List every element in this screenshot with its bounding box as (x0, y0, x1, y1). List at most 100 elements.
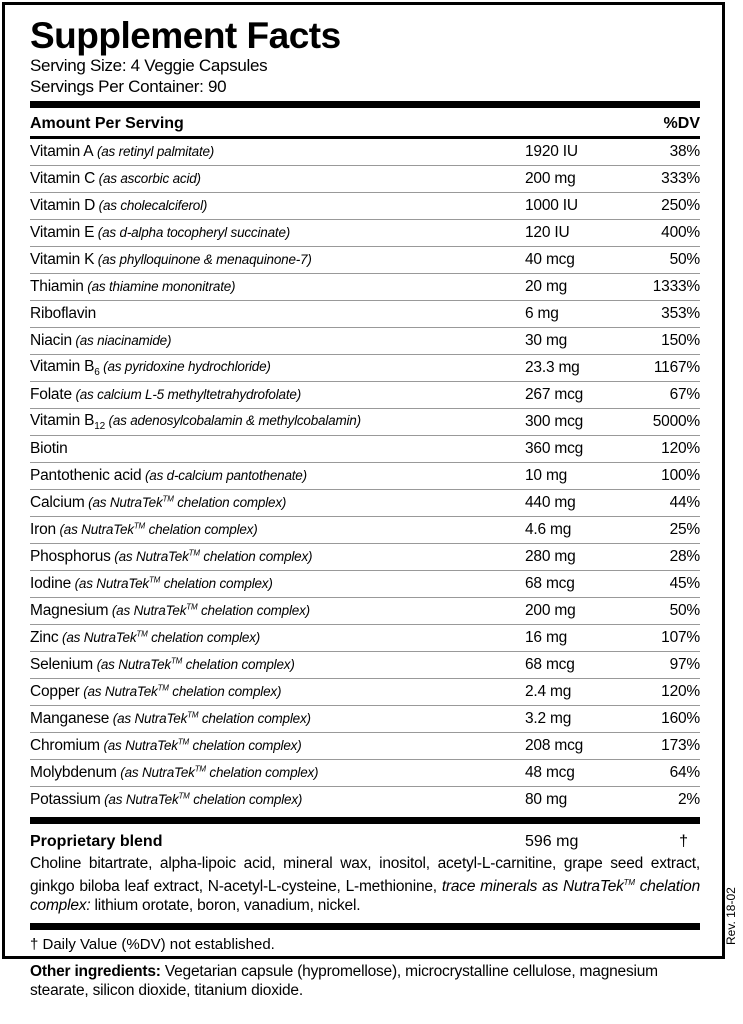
name-text: Potassium (30, 791, 101, 808)
nutrient-source: (as NutraTekTM chelation complex) (71, 575, 273, 592)
name-text: Iron (30, 521, 56, 538)
nutrient-dv: 150% (661, 332, 700, 349)
nutrient-name: Vitamin B12 (as adenosylcobalamin & meth… (30, 412, 525, 432)
nutrient-amount: 280 mg (525, 548, 576, 565)
name-text: Thiamin (30, 278, 84, 295)
name-subscript: 6 (94, 367, 100, 379)
nutrient-amount: 23.3 mg (525, 359, 580, 376)
other-ingredients-label: Other ingredients: (30, 963, 161, 980)
name-text: Phosphorus (30, 548, 111, 565)
trademark: TM (194, 764, 206, 774)
source-text: (as ascorbic acid) (95, 171, 201, 186)
source-text: (as thiamine mononitrate) (83, 279, 236, 294)
nutrient-name: Magnesium (as NutraTekTM chelation compl… (30, 602, 525, 620)
nutrient-row: Copper (as NutraTekTM chelation complex)… (30, 679, 700, 706)
nutrient-amount: 16 mg (525, 629, 568, 646)
nutrient-name: Vitamin D (as cholecalciferol) (30, 197, 525, 215)
source-text-post: chelation complex) (168, 684, 282, 699)
trademark: TM (148, 575, 161, 585)
nutrient-name: Vitamin B6 (as pyridoxine hydrochloride) (30, 358, 525, 378)
nutrient-amount: 1920 IU (525, 143, 578, 160)
nutrient-source: (as pyridoxine hydrochloride) (100, 359, 271, 374)
name-text: Vitamin A (30, 143, 94, 160)
source-text-post: chelation complex) (182, 657, 295, 672)
nutrient-source: (as NutraTekTM chelation complex) (101, 792, 302, 808)
nutrient-amount: 40 mcg (525, 251, 575, 268)
nutrient-row: Selenium (as NutraTekTM chelation comple… (30, 652, 700, 679)
nutrient-source: (as calcium L-5 methyltetrahydrofolate) (72, 387, 301, 402)
nutrient-source: (as thiamine mononitrate) (83, 279, 236, 294)
source-text: (as NutraTek (99, 738, 178, 753)
nutrient-amount: 4.6 mg (525, 521, 572, 538)
nutrient-row: Vitamin D (as cholecalciferol) 1000 IU 250… (30, 193, 700, 220)
nutrient-name: Folate (as calcium L-5 methyltetrahydrof… (30, 386, 525, 404)
nutrient-name: Zinc (as NutraTekTM chelation complex) (30, 629, 525, 647)
nutrient-row: Calcium (as NutraTekTM chelation complex… (30, 490, 700, 517)
nutrient-row: Vitamin C (as ascorbic acid) 200 mg 333% (30, 166, 700, 193)
nutrient-dv: 120% (661, 683, 700, 700)
source-text: (as retinyl palmitate) (93, 144, 215, 159)
trademark: TM (157, 683, 169, 693)
nutrient-source: (as NutraTekTM chelation complex) (93, 656, 295, 673)
name-text: Vitamin E (30, 224, 95, 241)
nutrient-dv: 353% (661, 305, 700, 322)
name-text: Chromium (30, 737, 100, 754)
nutrient-source: (as NutraTekTM chelation complex) (85, 494, 287, 511)
nutrient-name: Iron (as NutraTekTM chelation complex) (30, 521, 525, 539)
source-text-post: chelation complex) (188, 738, 302, 753)
blend-italic: trace minerals as NutraTek (441, 878, 624, 896)
nutrient-amount: 200 mg (525, 170, 576, 187)
amount-per-serving-label: Amount Per Serving (30, 115, 184, 132)
name-text: Calcium (30, 494, 85, 511)
source-text: (as niacinamide) (71, 333, 172, 348)
nutrient-row: Thiamin (as thiamine mononitrate) 20 mg 13… (30, 274, 700, 301)
nutrient-amount: 440 mg (525, 494, 576, 511)
nutrient-row: Chromium (as NutraTekTM chelation comple… (30, 733, 700, 760)
nutrient-name: Vitamin C (as ascorbic acid) (30, 170, 525, 188)
panel-title: Supplement Facts (30, 15, 341, 56)
nutrient-row: Vitamin B12 (as adenosylcobalamin & meth… (30, 409, 700, 436)
source-text-post: chelation complex) (199, 549, 313, 564)
footnote: † Daily Value (%DV) not established. (30, 936, 275, 954)
nutrient-row: Phosphorus (as NutraTekTM chelation comp… (30, 544, 700, 571)
divider (30, 136, 700, 139)
source-text-post: chelation complex) (160, 576, 273, 591)
nutrient-row: Riboflavin 6 mg 353% (30, 301, 700, 328)
trademark: TM (170, 656, 183, 666)
nutrient-name: Manganese (as NutraTekTM chelation compl… (30, 710, 525, 728)
source-text-post: chelation complex) (145, 522, 258, 537)
nutrient-row: Magnesium (as NutraTekTM chelation compl… (30, 598, 700, 625)
nutrient-amount: 30 mg (525, 332, 568, 349)
nutrient-dv: 97% (669, 656, 701, 673)
dv-label: %DV (663, 115, 700, 132)
nutrient-name: Thiamin (as thiamine mononitrate) (30, 278, 525, 296)
source-text-post: chelation complex) (173, 495, 287, 510)
name-text: Manganese (30, 710, 110, 727)
nutrient-dv: 1167% (653, 359, 700, 376)
nutrient-amount: 68 mcg (525, 575, 575, 592)
trademark: TM (162, 494, 174, 504)
other-ingredients-text: Vegetarian capsule (hypromellose), micro… (30, 963, 658, 999)
nutrient-name: Riboflavin (30, 305, 525, 323)
name-subscript: 12 (94, 421, 105, 433)
nutrient-source: (as cholecalciferol) (95, 198, 208, 213)
name-text: Folate (30, 386, 72, 403)
nutrient-source: (as adenosylcobalamin & methylcobalamin) (105, 413, 362, 428)
blend-amount: 596 mg (525, 833, 579, 850)
nutrient-name: Pantothenic acid (as d-calcium pantothen… (30, 467, 525, 485)
name-text: Selenium (30, 656, 94, 673)
source-text-post: chelation complex) (198, 711, 311, 726)
nutrient-name: Iodine (as NutraTekTM chelation complex) (30, 575, 525, 593)
nutrient-name: Selenium (as NutraTekTM chelation comple… (30, 656, 525, 674)
nutrient-row: Potassium (as NutraTekTM chelation compl… (30, 787, 700, 813)
nutrient-source: (as niacinamide) (72, 333, 171, 348)
trademark: TM (186, 602, 198, 612)
nutrient-row: Zinc (as NutraTekTM chelation complex) 16… (30, 625, 700, 652)
nutrient-amount: 360 mcg (525, 440, 584, 457)
nutrient-row: Vitamin B6 (as pyridoxine hydrochloride)… (30, 355, 700, 382)
nutrient-name: Vitamin K (as phylloquinone & menaquinon… (30, 251, 525, 269)
nutrient-name: Chromium (as NutraTekTM chelation comple… (30, 737, 525, 755)
nutrient-amount: 10 mg (525, 467, 568, 484)
nutrient-dv: 5000% (652, 413, 700, 430)
nutrient-dv: 100% (661, 467, 700, 484)
